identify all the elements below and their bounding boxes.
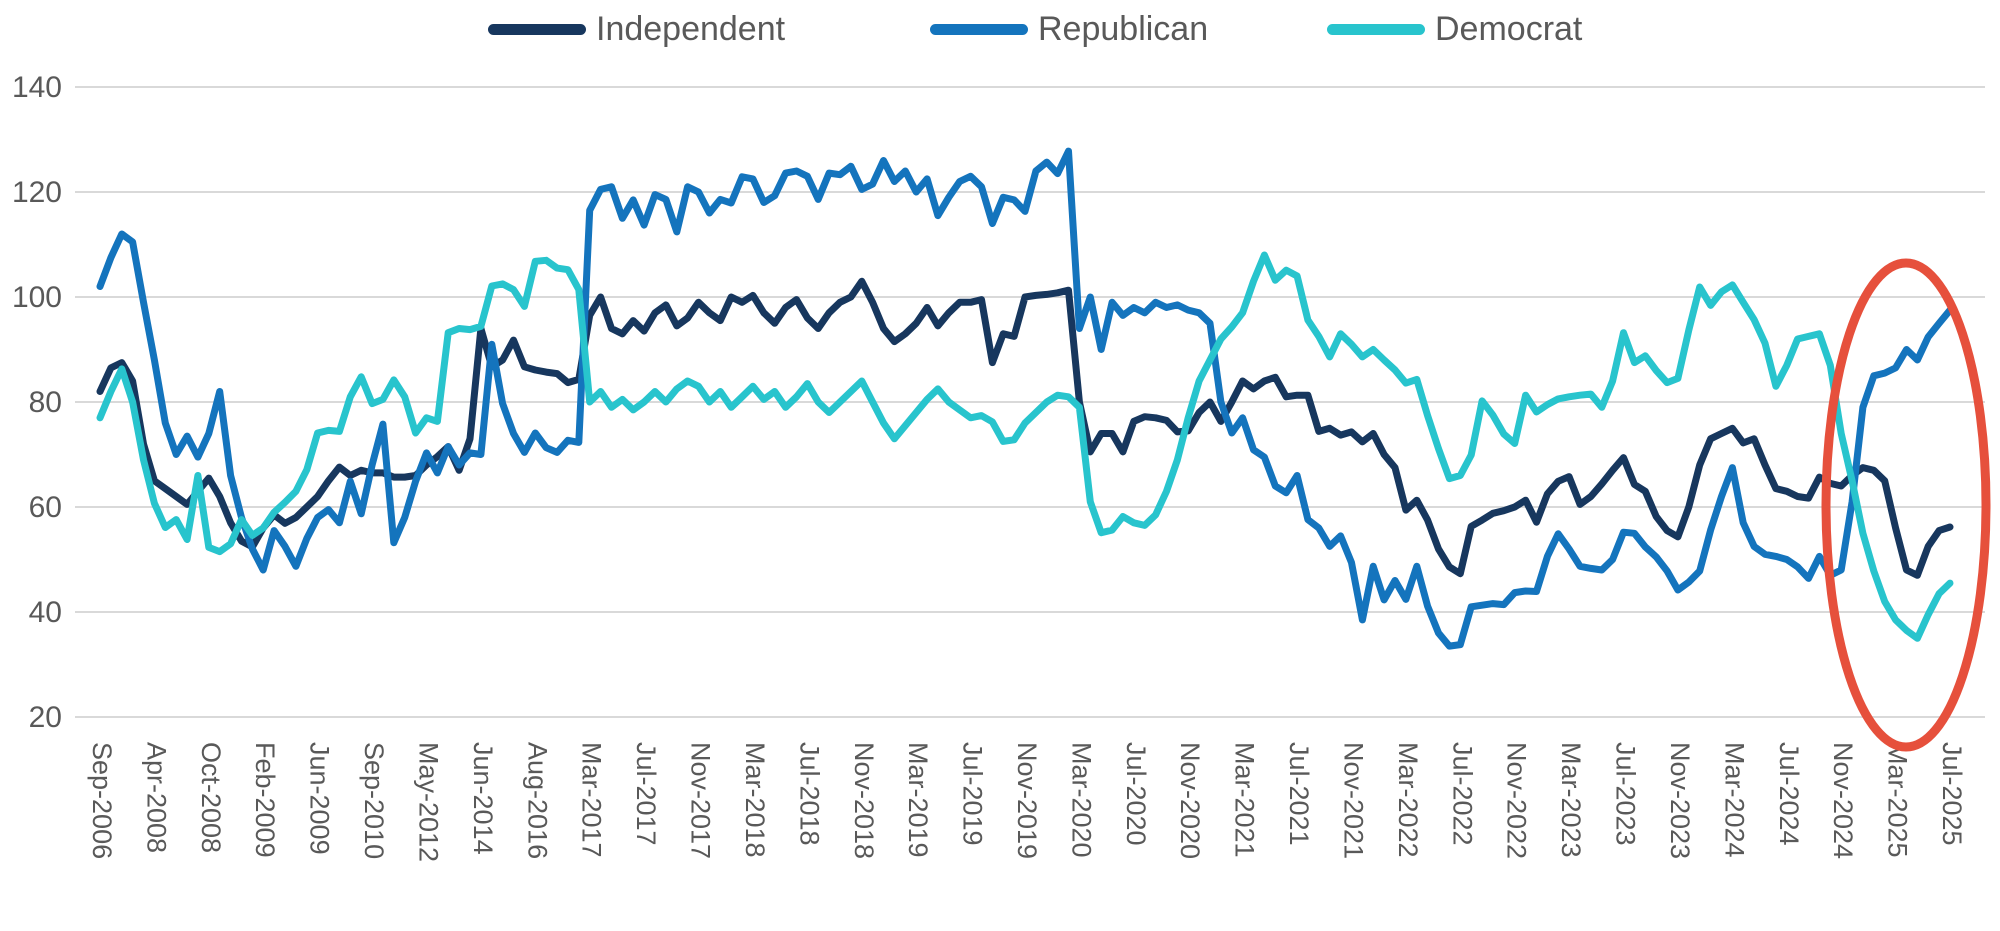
- x-tick-label: Feb-2009: [250, 742, 280, 858]
- x-tick-label: Nov-2017: [686, 742, 716, 859]
- series-line-democrat: [96, 251, 1954, 642]
- y-tick-label: 40: [29, 596, 62, 629]
- legend-swatch-democrat-icon: [1327, 24, 1425, 35]
- x-tick-label: Oct-2008: [196, 742, 226, 853]
- y-tick-label: 140: [12, 71, 62, 104]
- x-tick-label: Mar-2022: [1393, 742, 1423, 858]
- x-tick-label: Nov-2021: [1338, 742, 1368, 859]
- x-tick-label: Jul-2019: [958, 742, 988, 846]
- x-tick-label: Mar-2025: [1883, 742, 1913, 858]
- legend: Independent Republican Democrat: [0, 10, 2000, 54]
- x-tick-label: Jul-2021: [1284, 742, 1314, 846]
- x-tick-label: Mar-2023: [1556, 742, 1586, 858]
- y-tick-label: 100: [12, 281, 62, 314]
- x-tick-label: Mar-2020: [1066, 742, 1096, 858]
- x-tick-label: Jul-2024: [1774, 742, 1804, 846]
- x-tick-label: Nov-2023: [1665, 742, 1695, 859]
- x-tick-label: Aug-2016: [522, 742, 552, 859]
- series-line-republican: [96, 147, 1954, 650]
- x-tick-label: May-2012: [413, 742, 443, 862]
- x-tick-label: Jul-2022: [1447, 742, 1477, 846]
- y-tick-label: 120: [12, 176, 62, 209]
- x-tick-label: Jul-2020: [1121, 742, 1151, 846]
- x-tick-label: Nov-2022: [1502, 742, 1532, 859]
- x-tick-label: Mar-2024: [1719, 742, 1749, 858]
- x-tick-label: Mar-2017: [577, 742, 607, 858]
- x-tick-label: Mar-2018: [740, 742, 770, 858]
- series-line-independent: [96, 277, 1954, 579]
- x-tick-label: Jul-2025: [1937, 742, 1967, 846]
- x-tick-label: Jul-2017: [631, 742, 661, 846]
- legend-item-republican: Republican: [930, 10, 1208, 49]
- y-tick-label: 60: [29, 491, 62, 524]
- y-tick-label: 20: [29, 701, 62, 734]
- legend-label-independent: Independent: [596, 10, 786, 48]
- annotation-ellipse: [1821, 258, 1991, 752]
- x-tick-label: Jun-2014: [468, 742, 498, 855]
- x-tick-label: Jul-2018: [794, 742, 824, 846]
- legend-item-democrat: Democrat: [1327, 10, 1582, 49]
- x-tick-label: Mar-2019: [903, 742, 933, 858]
- x-tick-label: Jul-2023: [1611, 742, 1641, 846]
- legend-label-republican: Republican: [1038, 10, 1209, 48]
- x-tick-label: Nov-2018: [849, 742, 879, 859]
- x-tick-label: Sep-2006: [87, 742, 117, 859]
- legend-swatch-independent-icon: [488, 24, 586, 35]
- legend-swatch-republican-icon: [930, 24, 1028, 35]
- legend-label-democrat: Democrat: [1435, 10, 1583, 48]
- x-tick-label: Jun-2009: [305, 742, 335, 855]
- x-tick-label: Nov-2019: [1012, 742, 1042, 859]
- x-tick-label: Apr-2008: [141, 742, 171, 853]
- x-tick-label: Nov-2024: [1828, 742, 1858, 859]
- x-tick-label: Mar-2021: [1230, 742, 1260, 858]
- x-tick-label: Sep-2010: [359, 742, 389, 859]
- y-tick-label: 80: [29, 386, 62, 419]
- legend-item-independent: Independent: [488, 10, 785, 49]
- x-tick-label: Nov-2020: [1175, 742, 1205, 859]
